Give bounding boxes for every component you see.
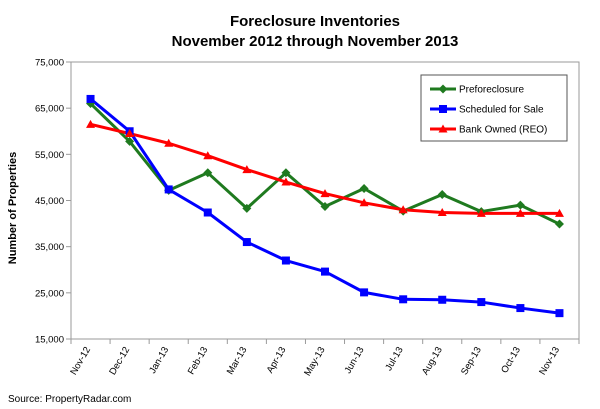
series-0-point <box>242 203 252 213</box>
x-tick-label: Nov-12 <box>68 345 93 377</box>
series-1-point <box>86 94 95 103</box>
series-0-point <box>125 136 135 146</box>
series-0-point <box>437 189 447 199</box>
series-2-point <box>476 208 486 217</box>
series-1-point <box>203 208 212 217</box>
y-tick-label: 25,000 <box>35 288 64 299</box>
x-tick-label: Jul-13 <box>383 345 405 373</box>
series-2-point <box>164 138 174 147</box>
legend-marker-2 <box>438 124 448 133</box>
series-2-point <box>203 151 213 160</box>
legend: Preforeclosure Scheduled for Sale Bank Own… <box>420 74 568 142</box>
x-axis-ticks: Nov-12 Dec-12 Jan-13 Feb-13 Mar-13 Apr-13 May-… <box>68 339 580 378</box>
x-tick-label: Aug-13 <box>420 345 445 377</box>
series-1-point <box>164 185 173 194</box>
source-note: Source: PropertyRadar.com <box>8 394 131 405</box>
y-tick-label: 45,000 <box>35 196 64 207</box>
legend-label-2: Bank Owned (REO) <box>459 125 547 136</box>
x-tick-label: Oct-13 <box>499 345 523 375</box>
series-1-point <box>477 298 486 307</box>
x-tick-label: Apr-13 <box>265 345 289 375</box>
series-2-point <box>125 129 135 138</box>
series-0-point <box>359 183 369 193</box>
chart-title-line-1: Foreclosure Inventories <box>230 13 400 30</box>
y-axis-label: Number of Properties <box>7 152 19 264</box>
legend-marker-1 <box>439 105 447 113</box>
legend-marker-0 <box>438 84 448 94</box>
series-2-point <box>437 208 447 217</box>
y-tick-label: 75,000 <box>35 58 64 69</box>
series-0-point <box>515 200 525 210</box>
x-tick-label: Nov-13 <box>537 345 562 377</box>
legend-label-0: Preforeclosure <box>459 85 524 96</box>
y-tick-label: 55,000 <box>35 150 64 161</box>
series-1-point <box>399 295 408 304</box>
series-1-point <box>281 256 290 265</box>
series-0-point <box>320 202 330 212</box>
series-2-point <box>515 208 525 217</box>
x-tick-label: Jun-13 <box>343 345 367 376</box>
x-tick-label: May-13 <box>302 345 327 378</box>
series-1-point <box>555 309 564 318</box>
y-axis-ticks: 15,000 25,000 35,000 45,000 55,000 65,000 75,0… <box>35 58 71 346</box>
x-tick-label: Dec-12 <box>107 345 132 377</box>
series-1-point <box>360 288 369 297</box>
series-1-point <box>516 304 525 313</box>
legend-label-1: Scheduled for Sale <box>459 105 544 116</box>
x-tick-label: Sep-13 <box>459 345 484 377</box>
chart-title-line-2: November 2012 through November 2013 <box>172 33 459 50</box>
y-tick-label: 35,000 <box>35 242 64 253</box>
x-tick-label: Mar-13 <box>225 345 250 377</box>
x-tick-label: Feb-13 <box>186 345 211 377</box>
series-1-point <box>242 238 251 247</box>
series-markers <box>86 94 564 318</box>
series-1-point <box>438 295 447 304</box>
legend-items: Preforeclosure Scheduled for Sale Bank Own… <box>430 84 547 136</box>
series-2-point <box>398 205 408 214</box>
series-2-point <box>281 177 291 186</box>
series-2-point <box>86 119 96 128</box>
series-2-point <box>554 208 564 217</box>
series-2-point <box>242 165 252 174</box>
series-0-point <box>281 168 291 178</box>
series-2-point <box>320 189 330 198</box>
series-0-point <box>554 219 564 229</box>
series-0-point <box>203 168 213 178</box>
series-1-point <box>321 267 329 276</box>
y-tick-label: 65,000 <box>35 104 64 115</box>
series-2-point <box>359 198 369 207</box>
x-tick-label: Jan-13 <box>147 345 171 376</box>
y-tick-label: 15,000 <box>35 335 64 346</box>
